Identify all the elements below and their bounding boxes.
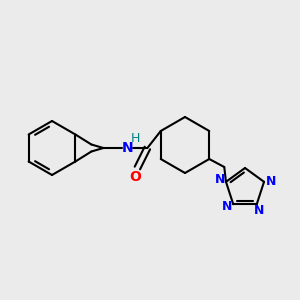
Text: N: N <box>122 141 133 155</box>
Text: O: O <box>129 170 141 184</box>
Text: N: N <box>222 200 232 213</box>
Text: N: N <box>215 173 225 186</box>
Text: H: H <box>131 133 140 146</box>
Text: N: N <box>266 175 276 188</box>
Text: N: N <box>254 204 264 217</box>
